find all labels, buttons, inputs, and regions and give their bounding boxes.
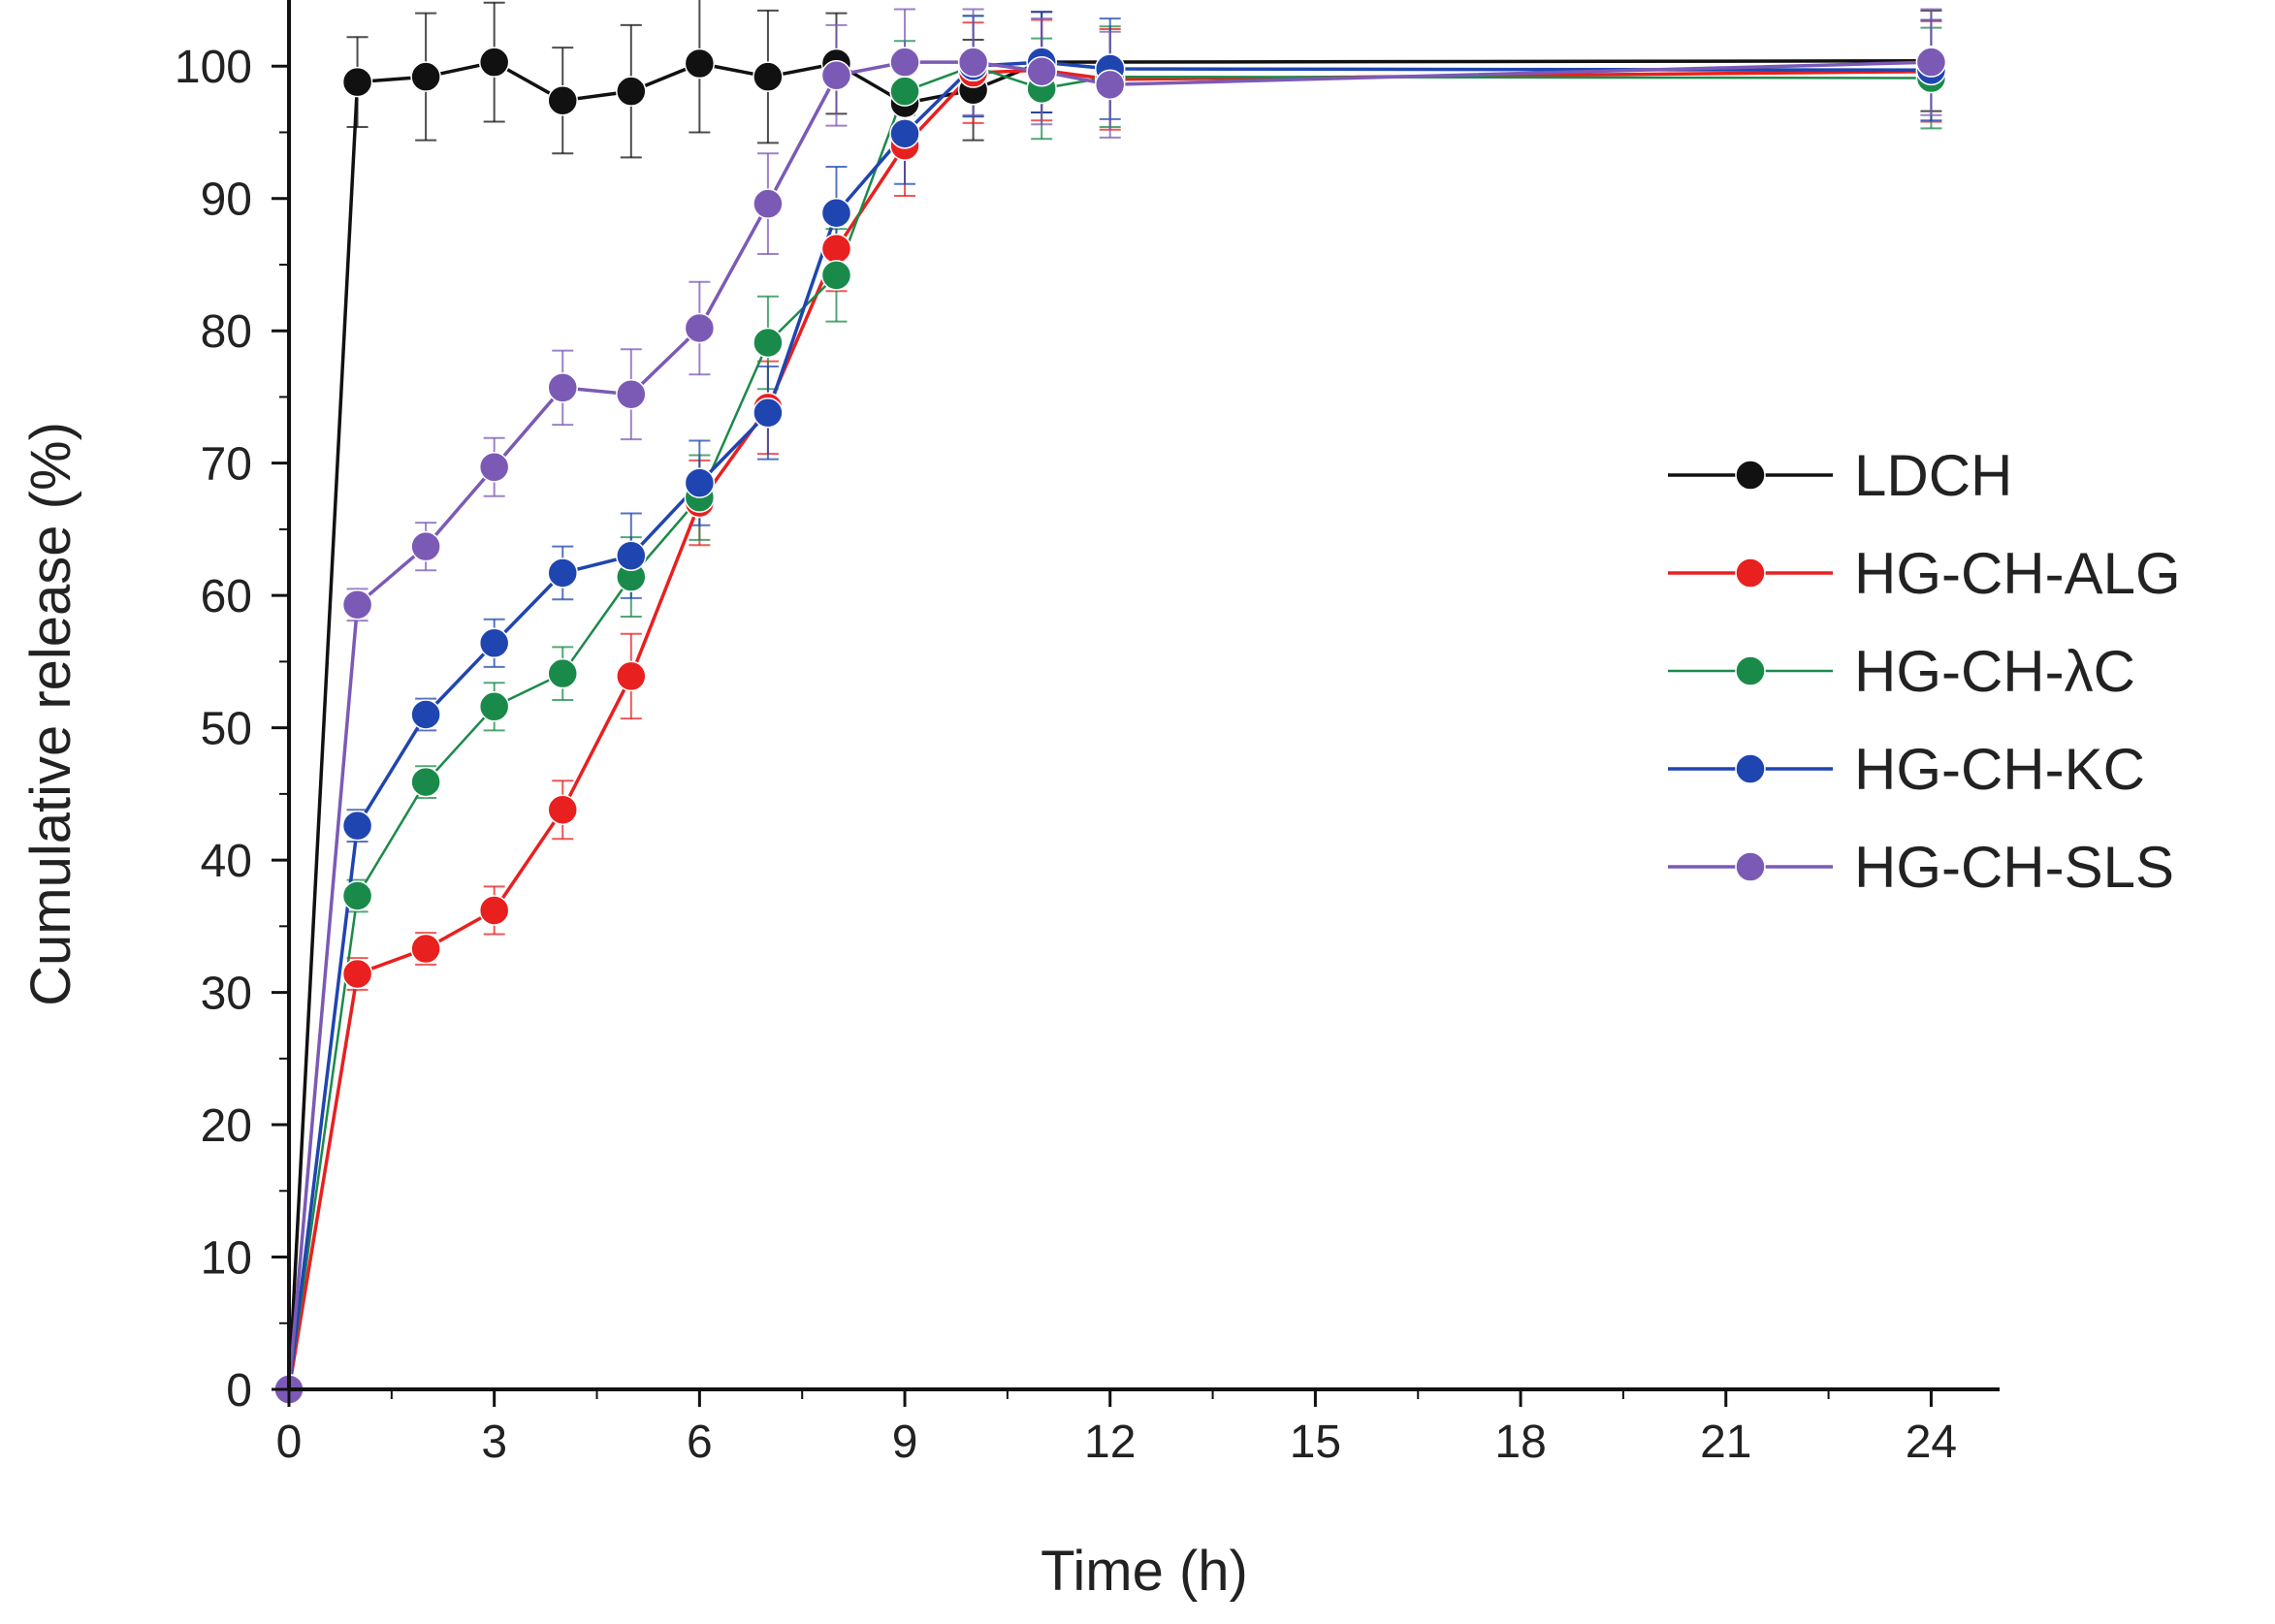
x-tick-label: 21	[1700, 1417, 1751, 1468]
axes: 0 3 6 9 12 15 18 21 24 0 10 20 30 40 50 60 70 80 90 100	[175, 0, 2000, 1468]
series-4-point	[547, 372, 578, 403]
series-1-point	[616, 660, 647, 692]
series-2-point	[410, 766, 441, 798]
x-tick-label: 15	[1290, 1417, 1341, 1468]
series-2-line	[287, 64, 1932, 1390]
y-tick-label: 10	[201, 1233, 252, 1285]
series-2-point	[889, 76, 920, 107]
y-tick-label: 50	[201, 704, 252, 755]
series-4-point	[341, 589, 373, 621]
series-4-point	[616, 378, 647, 410]
series-2-point	[478, 691, 510, 722]
legend-item-2-swatch-marker	[1735, 655, 1766, 686]
x-tick-label: 3	[481, 1417, 507, 1468]
x-tick-label: 6	[687, 1417, 713, 1468]
series-4-point	[957, 47, 989, 78]
series-3-point	[684, 467, 716, 498]
x-tick-label: 18	[1494, 1417, 1546, 1468]
series-0-point	[341, 66, 373, 98]
series-4-point	[1915, 47, 1947, 78]
series-4-point	[478, 452, 510, 483]
series-3-point	[341, 810, 373, 842]
series-1-point	[820, 233, 852, 265]
series-0-point	[616, 76, 647, 107]
y-tick-label: 20	[201, 1100, 252, 1152]
legend-item-4-label: HG-CH-SLS	[1854, 835, 2174, 900]
series-3-point	[616, 540, 647, 571]
y-tick-label: 90	[201, 175, 252, 226]
series-4-point	[889, 47, 920, 78]
legend-item-1-label: HG-CH-ALG	[1854, 541, 2181, 606]
series-1-line	[287, 68, 1932, 1390]
series-4-point	[684, 312, 716, 344]
y-tick-label: 70	[201, 439, 252, 491]
series-3-line	[287, 60, 1932, 1390]
series-1-point	[547, 794, 578, 825]
error-bars	[346, 0, 1942, 991]
legend-item-3-swatch-marker	[1735, 753, 1766, 784]
series-4-point	[753, 188, 784, 219]
series-2-point	[547, 657, 578, 689]
series-2-point	[753, 327, 784, 359]
y-tick-label: 30	[201, 969, 252, 1020]
legend-item-4-swatch-marker	[1735, 851, 1766, 882]
y-axis-title: Cumulative release (%)	[19, 422, 82, 1006]
series-3-point	[547, 557, 578, 589]
series-0-point	[478, 47, 510, 78]
series-lines	[287, 59, 1932, 1390]
y-tick-label: 100	[175, 42, 252, 93]
legend-item-1-swatch-marker	[1735, 557, 1766, 589]
series-4-point	[820, 60, 852, 91]
series-0-point	[753, 61, 784, 92]
y-tick-label: 40	[201, 836, 252, 887]
series-0-point	[547, 84, 578, 116]
series-1-point	[478, 895, 510, 926]
series-3-point	[410, 699, 441, 730]
x-tick-label: 24	[1906, 1417, 1957, 1468]
series-4-point	[410, 530, 441, 562]
y-tick-label: 0	[226, 1365, 252, 1417]
legend-item-0-swatch-marker	[1735, 460, 1766, 491]
series-3-point	[478, 627, 510, 659]
series-1-point	[410, 933, 441, 965]
series-3-point	[889, 118, 920, 149]
series-4-point	[1026, 55, 1057, 87]
series-0-point	[410, 61, 441, 92]
series-0-line	[287, 59, 1932, 1390]
series-1-point	[341, 958, 373, 990]
series-markers	[273, 46, 1947, 1405]
y-tick-label: 60	[201, 571, 252, 622]
x-tick-label: 0	[276, 1417, 303, 1468]
series-3-point	[820, 197, 852, 229]
series-0-point	[684, 48, 716, 80]
legend-item-3-label: HG-CH-KC	[1854, 737, 2145, 802]
series-4-point	[1094, 69, 1126, 101]
y-tick-label: 80	[201, 306, 252, 358]
legend: LDCH HG-CH-ALG HG-CH-λC HG-CH-KC HG-CH-SLS	[1668, 443, 2181, 900]
series-4-line	[287, 60, 1932, 1390]
series-3-point	[753, 398, 784, 429]
legend-item-0-label: LDCH	[1854, 443, 2012, 508]
series-2-point	[341, 880, 373, 911]
legend-item-2-label: HG-CH-λC	[1854, 639, 2135, 704]
x-tick-label: 9	[892, 1417, 918, 1468]
x-axis-title: Time (h)	[1041, 1540, 1248, 1603]
series-2-point	[820, 260, 852, 291]
x-tick-label: 12	[1084, 1417, 1136, 1468]
